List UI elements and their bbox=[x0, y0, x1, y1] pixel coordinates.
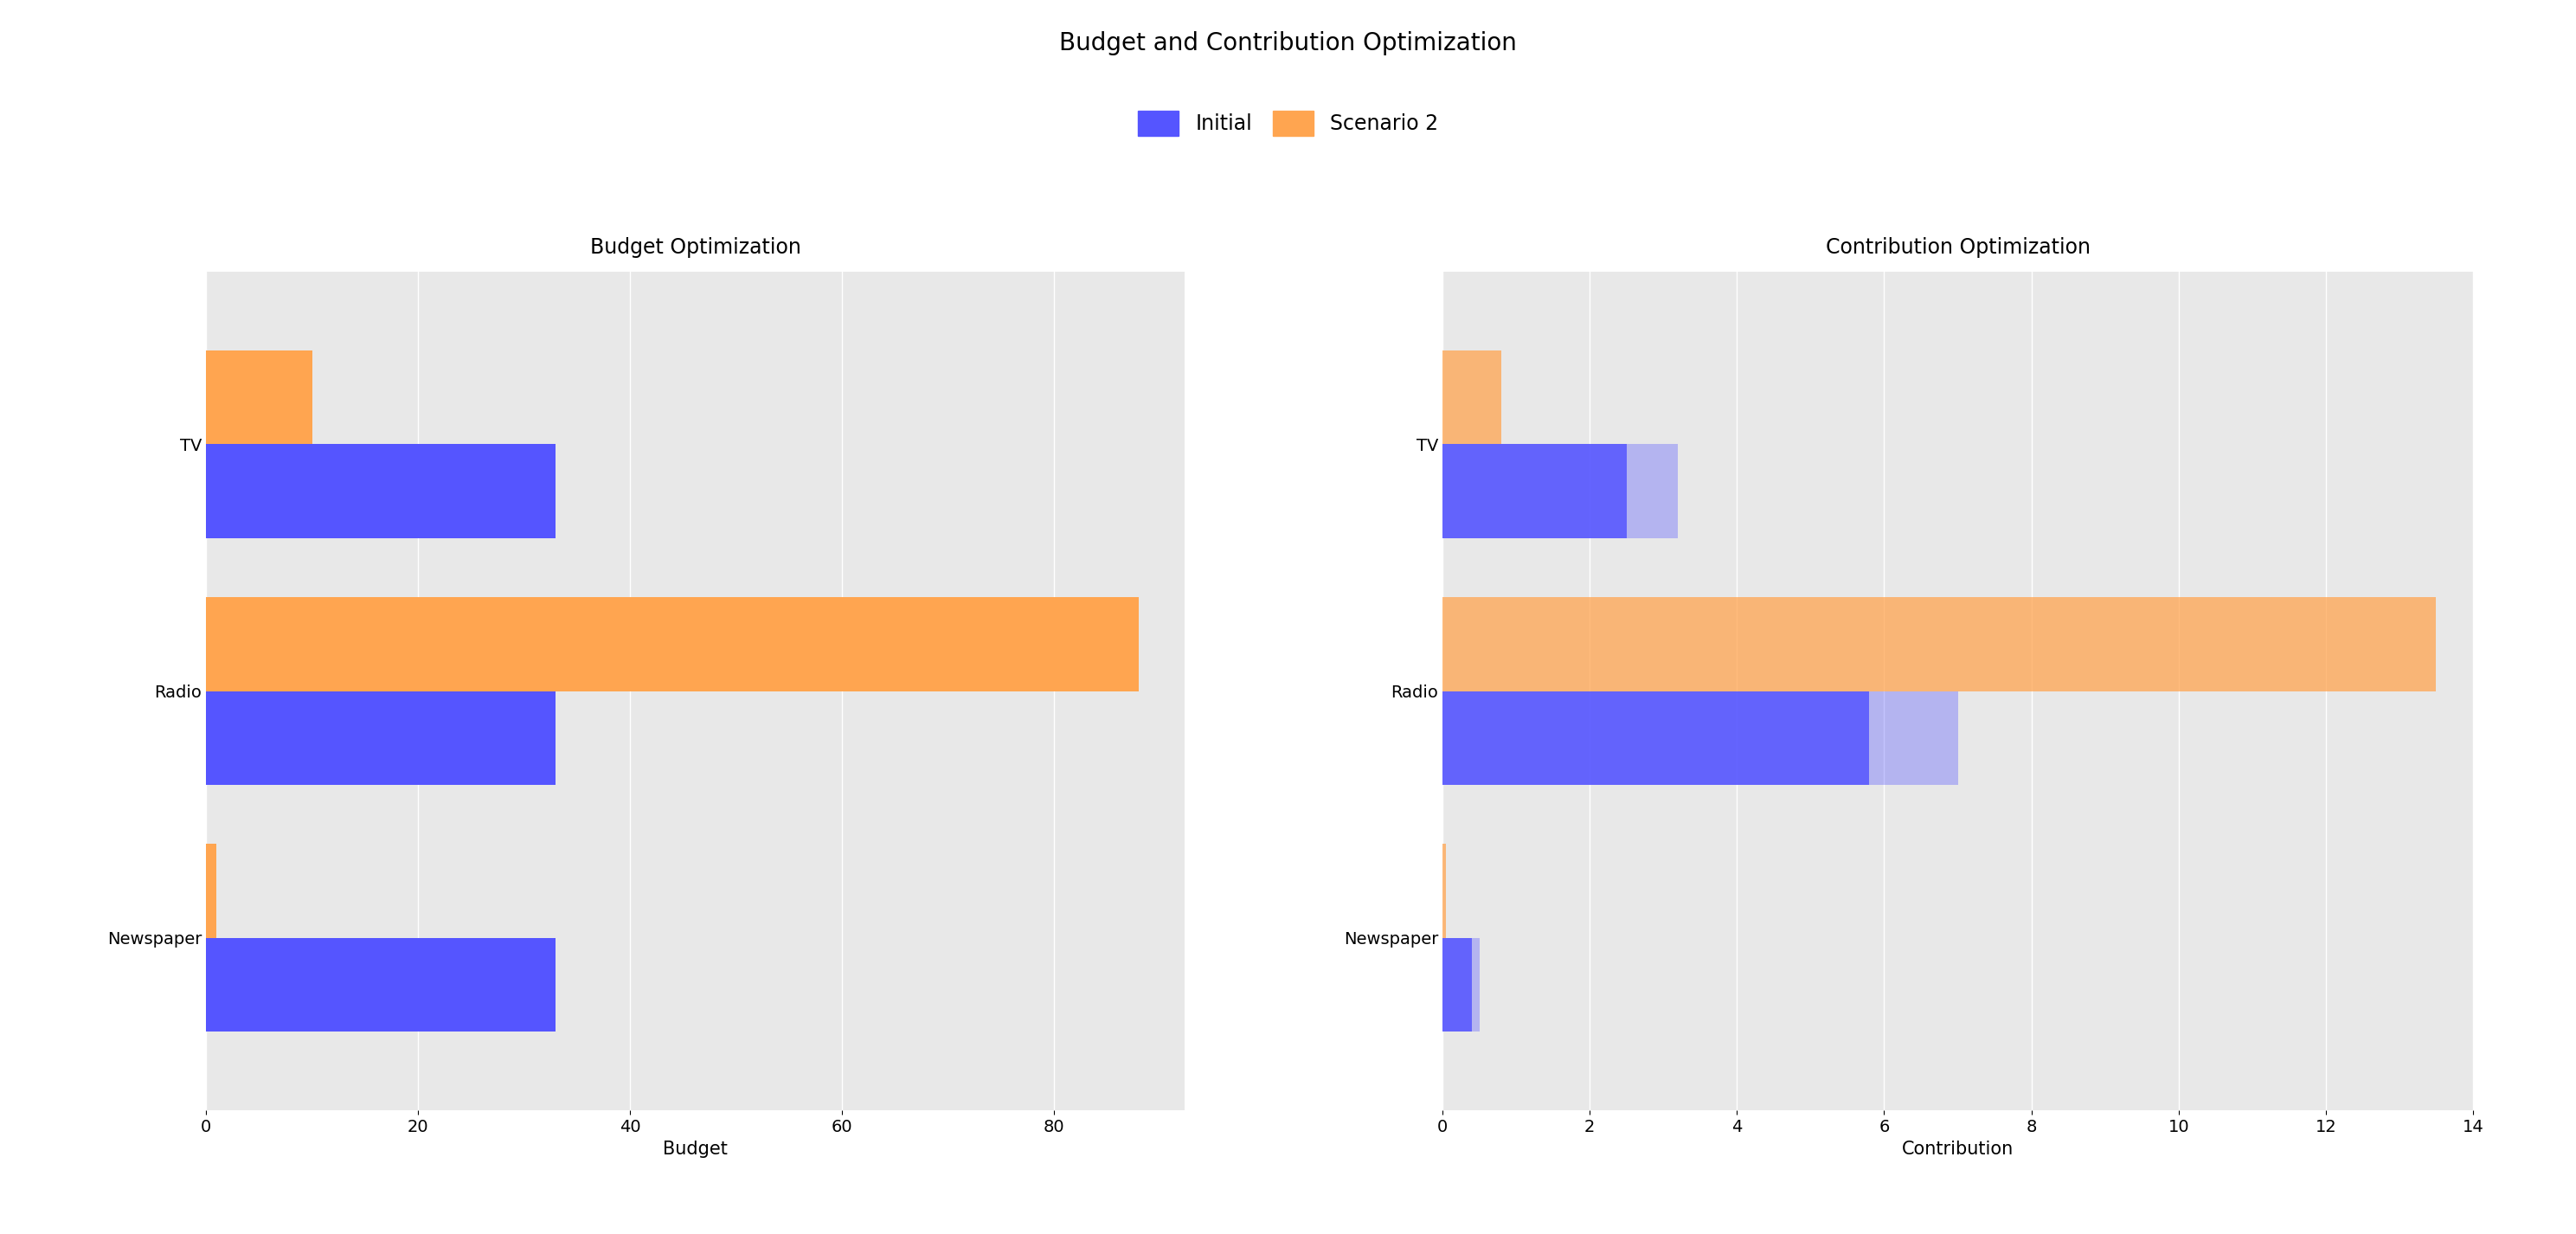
Bar bbox=[206, 350, 312, 444]
Bar bbox=[1443, 938, 1471, 1032]
Bar bbox=[1443, 444, 1677, 538]
Title: Contribution Optimization: Contribution Optimization bbox=[1826, 237, 2089, 258]
Bar bbox=[1443, 691, 1958, 785]
Bar bbox=[206, 691, 556, 785]
Bar bbox=[1443, 938, 1479, 1032]
Bar bbox=[1443, 691, 1870, 785]
Bar bbox=[1443, 444, 1625, 538]
Legend: Initial, Scenario 2: Initial, Scenario 2 bbox=[1131, 102, 1445, 144]
Bar bbox=[206, 844, 216, 938]
Bar bbox=[206, 597, 1139, 691]
X-axis label: Budget: Budget bbox=[662, 1140, 729, 1157]
Bar bbox=[1443, 844, 1445, 938]
Title: Budget Optimization: Budget Optimization bbox=[590, 237, 801, 258]
Bar bbox=[1443, 597, 2437, 691]
Bar bbox=[1443, 350, 1502, 444]
Bar bbox=[206, 444, 556, 538]
X-axis label: Contribution: Contribution bbox=[1901, 1140, 2014, 1157]
Bar bbox=[206, 938, 556, 1032]
Text: Budget and Contribution Optimization: Budget and Contribution Optimization bbox=[1059, 31, 1517, 56]
